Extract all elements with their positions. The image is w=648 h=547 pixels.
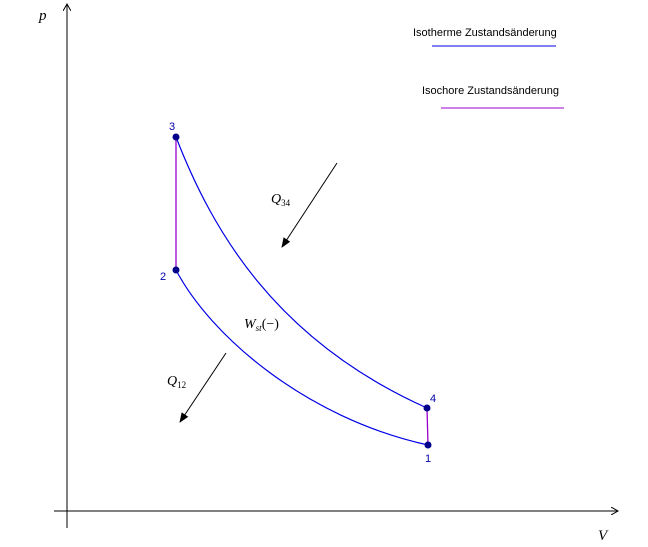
arrow-q34	[281, 162, 338, 248]
point-4	[423, 404, 431, 412]
label-work: Wst(−)	[244, 317, 279, 333]
isotherm-3-4	[175, 136, 428, 409]
point-2	[172, 266, 180, 274]
legend-label-isochor: Isochore Zustandsänderung	[422, 85, 559, 97]
label-q12: Q12	[167, 374, 186, 390]
isotherm-1-2	[175, 269, 429, 446]
y-axis-label: p	[38, 8, 47, 24]
isochore-4-1	[426, 407, 429, 446]
point-label-4: 4	[430, 393, 436, 405]
arrow-q12	[179, 352, 227, 423]
legend-label-isotherm: Isotherme Zustandsänderung	[413, 27, 557, 39]
point-1	[424, 441, 432, 449]
point-label-1: 1	[425, 453, 431, 465]
point-label-3: 3	[169, 121, 175, 133]
point-label-2: 2	[160, 271, 166, 283]
label-q34: Q34	[271, 192, 291, 208]
point-3	[172, 133, 180, 141]
x-axis-label: V	[598, 528, 609, 544]
